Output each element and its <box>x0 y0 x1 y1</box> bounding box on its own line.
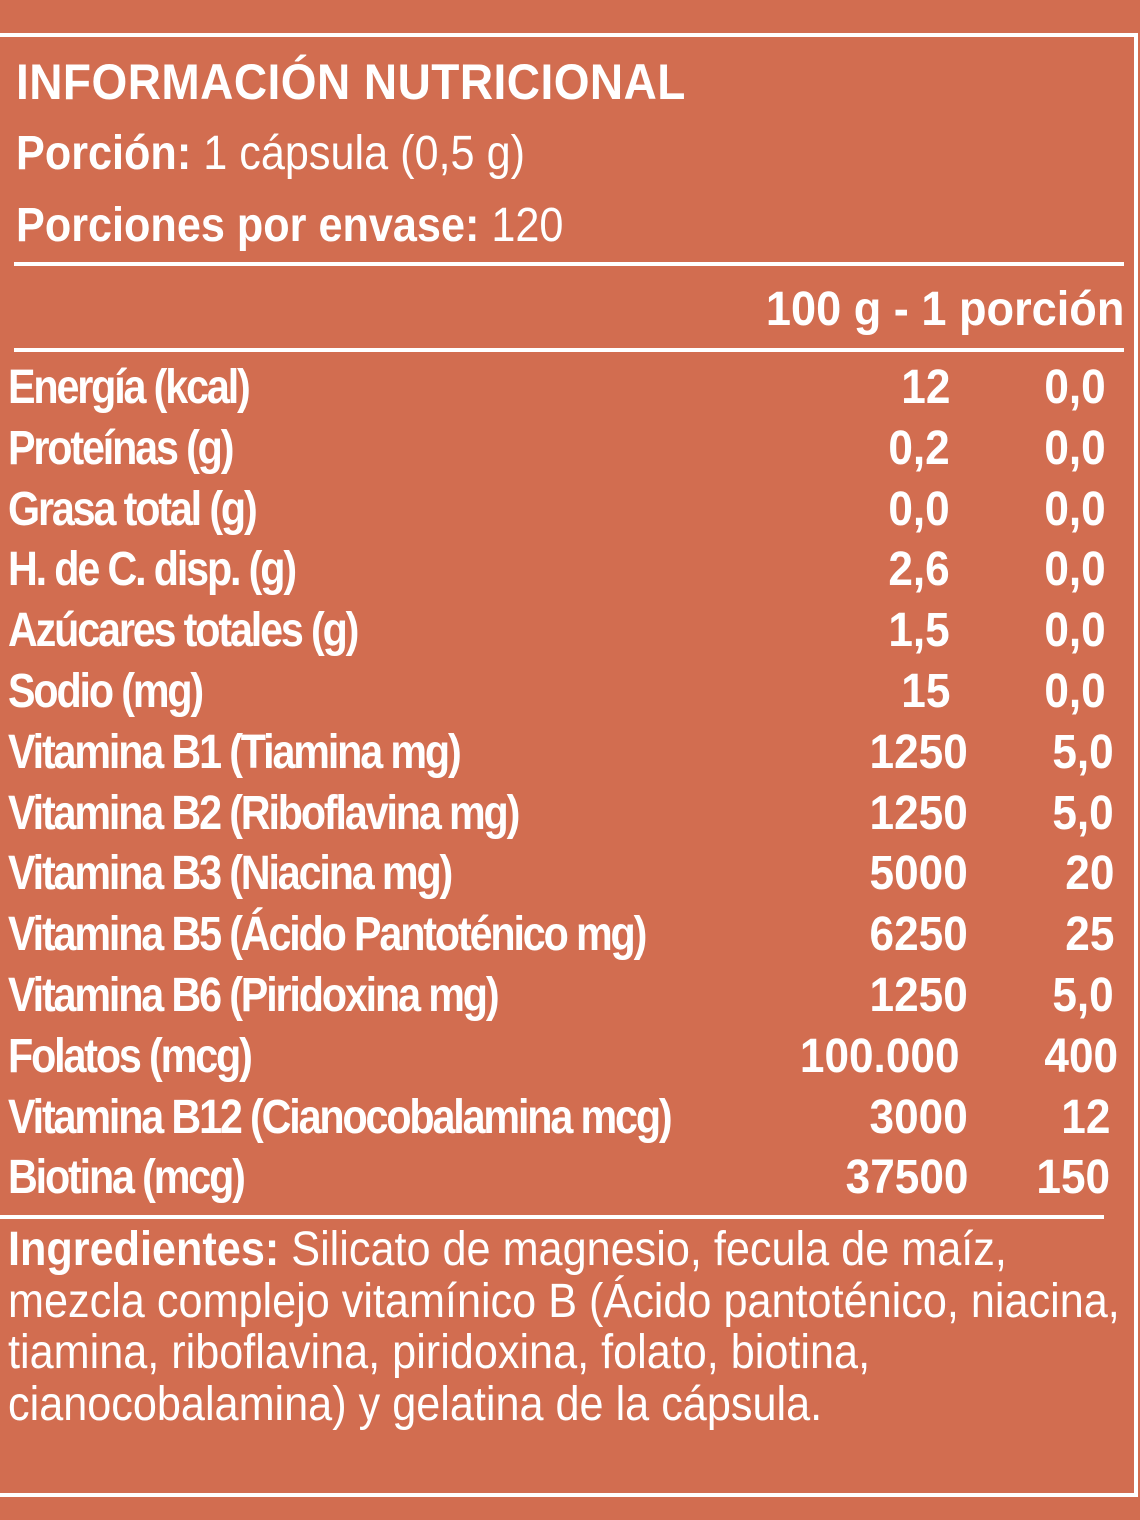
value-per-portion: 20 <box>1064 847 1114 901</box>
ingredients-label: Ingredientes: <box>8 1223 280 1276</box>
portion-label: Porción: <box>16 127 192 180</box>
value-per-100g: 1250 <box>869 786 968 840</box>
value-per-100g: 0,2 <box>888 421 950 475</box>
frame-bottom-line <box>0 1493 1138 1497</box>
divider <box>14 348 1124 352</box>
nutrient-name: Sodio (mg) <box>8 664 204 718</box>
table-row: Vitamina B6 (Piridoxina mg) 1250 5,0 <box>0 966 1140 1027</box>
label-title: INFORMACIÓN NUTRICIONAL <box>16 54 686 110</box>
value-per-100g: 0,0 <box>888 482 950 536</box>
value-per-portion: 150 <box>1036 1151 1110 1205</box>
value-per-portion: 5,0 <box>1052 786 1114 840</box>
value-per-portion: 0,0 <box>1044 361 1106 414</box>
portion-value: 1 cápsula (0,5 g) <box>191 127 525 180</box>
value-per-100g: 12 <box>900 361 950 414</box>
value-per-100g: 1,5 <box>888 604 950 658</box>
table-row: Vitamina B1 (Tiamina mg) 1250 5,0 <box>0 723 1140 784</box>
value-per-portion: 0,0 <box>1044 482 1106 536</box>
value-per-portion: 0,0 <box>1044 543 1106 597</box>
table-row: Vitamina B5 (Ácido Pantoténico mg) 6250 … <box>0 905 1140 966</box>
nutrient-name: Vitamina B5 (Ácido Pantoténico mg) <box>8 908 647 962</box>
value-per-100g: 2,6 <box>888 543 950 597</box>
ingredients-text: Silicato de magnesio, fecula de maíz, me… <box>8 1223 1120 1431</box>
nutrient-name: H. de C. disp. (g) <box>8 543 297 597</box>
value-per-100g: 37500 <box>845 1151 968 1205</box>
table-row: Vitamina B12 (Cianocobalamina mcg) 3000 … <box>0 1088 1140 1149</box>
divider <box>0 1215 1104 1219</box>
divider <box>14 262 1124 266</box>
portion-line: Porción: 1 cápsula (0,5 g) <box>16 124 525 184</box>
table-row: Sodio (mg) 15 0,0 <box>0 662 1140 723</box>
value-per-100g: 5000 <box>869 847 968 901</box>
value-per-portion: 25 <box>1064 908 1114 962</box>
value-per-100g: 3000 <box>869 1090 968 1144</box>
nutrient-name: Proteínas (g) <box>8 421 235 475</box>
value-per-portion: 12 <box>1060 1090 1110 1144</box>
ingredients-block: Ingredientes: Silicato de magnesio, fecu… <box>8 1224 1124 1430</box>
value-per-portion: 0,0 <box>1044 604 1106 658</box>
value-per-portion: 5,0 <box>1052 725 1114 779</box>
nutrient-table: Energía (kcal) 12 0,0 Proteínas (g) 0,2 … <box>0 358 1140 1209</box>
value-per-portion: 400 <box>1044 1029 1118 1083</box>
column-header: 100 g - 1 porción <box>765 283 1124 336</box>
servings-label: Porciones por envase: <box>16 199 480 252</box>
table-row: H. de C. disp. (g) 2,6 0,0 <box>0 540 1140 601</box>
nutrient-name: Vitamina B6 (Piridoxina mg) <box>8 968 500 1022</box>
frame-top-line <box>0 33 1138 37</box>
table-row: Biotina (mcg) 37500 150 <box>0 1148 1140 1209</box>
table-row: Proteínas (g) 0,2 0,0 <box>0 419 1140 480</box>
servings-value: 120 <box>479 199 564 252</box>
nutrient-name: Vitamina B12 (Cianocobalamina mcg) <box>8 1090 673 1144</box>
table-row: Folatos (mcg) 100.000 400 <box>0 1027 1140 1088</box>
table-row: Vitamina B2 (Riboflavina mg) 1250 5,0 <box>0 784 1140 845</box>
value-per-100g: 6250 <box>869 908 968 962</box>
frame-right-line <box>1134 33 1138 1497</box>
nutrient-name: Folatos (mcg) <box>8 1029 253 1083</box>
table-row: Energía (kcal) 12 0,0 <box>0 358 1140 419</box>
table-row: Grasa total (g) 0,0 0,0 <box>0 480 1140 541</box>
nutrient-name: Vitamina B2 (Riboflavina mg) <box>8 786 520 840</box>
table-row: Vitamina B3 (Niacina mg) 5000 20 <box>0 844 1140 905</box>
nutrient-name: Vitamina B3 (Niacina mg) <box>8 847 453 901</box>
servings-line: Porciones por envase: 120 <box>16 196 563 256</box>
table-row: Azúcares totales (g) 1,5 0,0 <box>0 601 1140 662</box>
value-per-100g: 1250 <box>869 968 968 1022</box>
nutrient-name: Grasa total (g) <box>8 482 258 536</box>
value-per-portion: 0,0 <box>1044 664 1106 718</box>
value-per-portion: 0,0 <box>1044 421 1106 475</box>
value-per-100g: 1250 <box>869 725 968 779</box>
value-per-portion: 5,0 <box>1052 968 1114 1022</box>
nutrient-name: Energía (kcal) <box>8 361 251 414</box>
value-per-100g: 15 <box>900 664 950 718</box>
value-per-100g: 100.000 <box>800 1029 960 1083</box>
nutrient-name: Azúcares totales (g) <box>8 604 359 658</box>
nutrient-name: Biotina (mcg) <box>8 1151 246 1205</box>
nutrient-name: Vitamina B1 (Tiamina mg) <box>8 725 462 779</box>
